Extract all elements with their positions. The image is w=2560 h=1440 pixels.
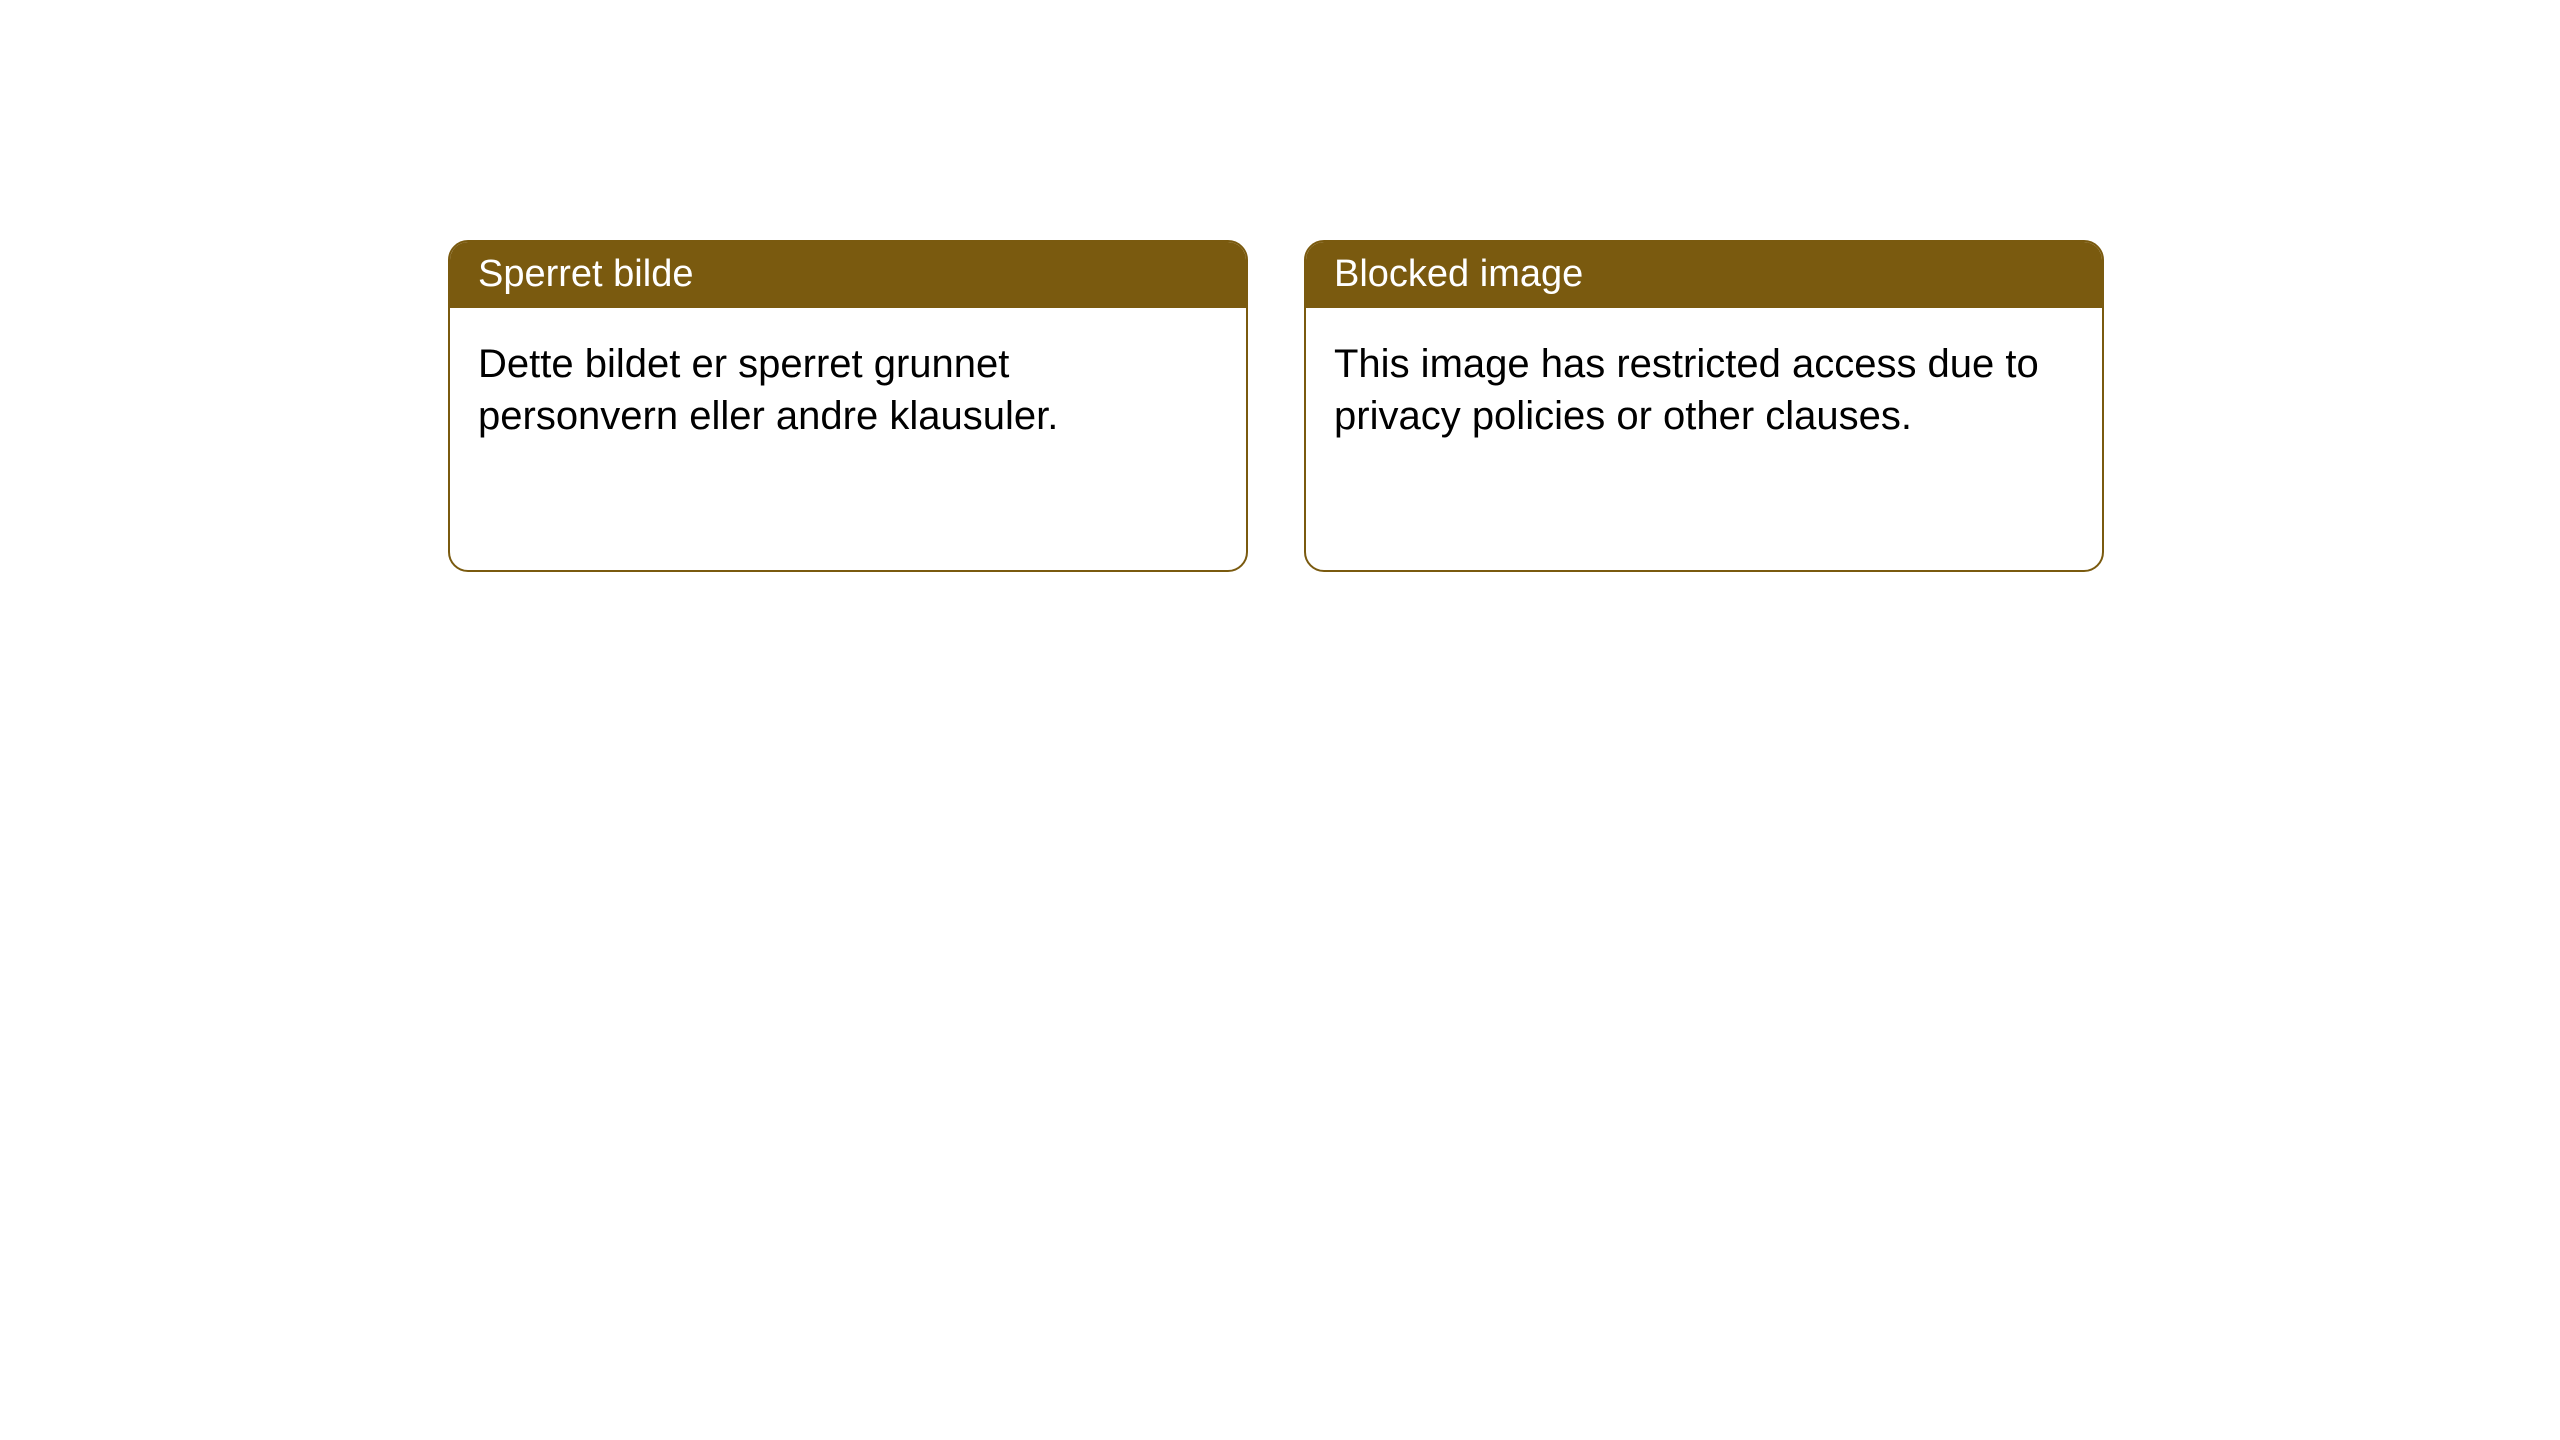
notice-body: This image has restricted access due to … <box>1306 308 2102 472</box>
notice-header: Sperret bilde <box>450 242 1246 308</box>
notice-body: Dette bildet er sperret grunnet personve… <box>450 308 1246 472</box>
notice-container: Sperret bilde Dette bildet er sperret gr… <box>0 0 2560 572</box>
notice-card-english: Blocked image This image has restricted … <box>1304 240 2104 572</box>
notice-header: Blocked image <box>1306 242 2102 308</box>
notice-card-norwegian: Sperret bilde Dette bildet er sperret gr… <box>448 240 1248 572</box>
